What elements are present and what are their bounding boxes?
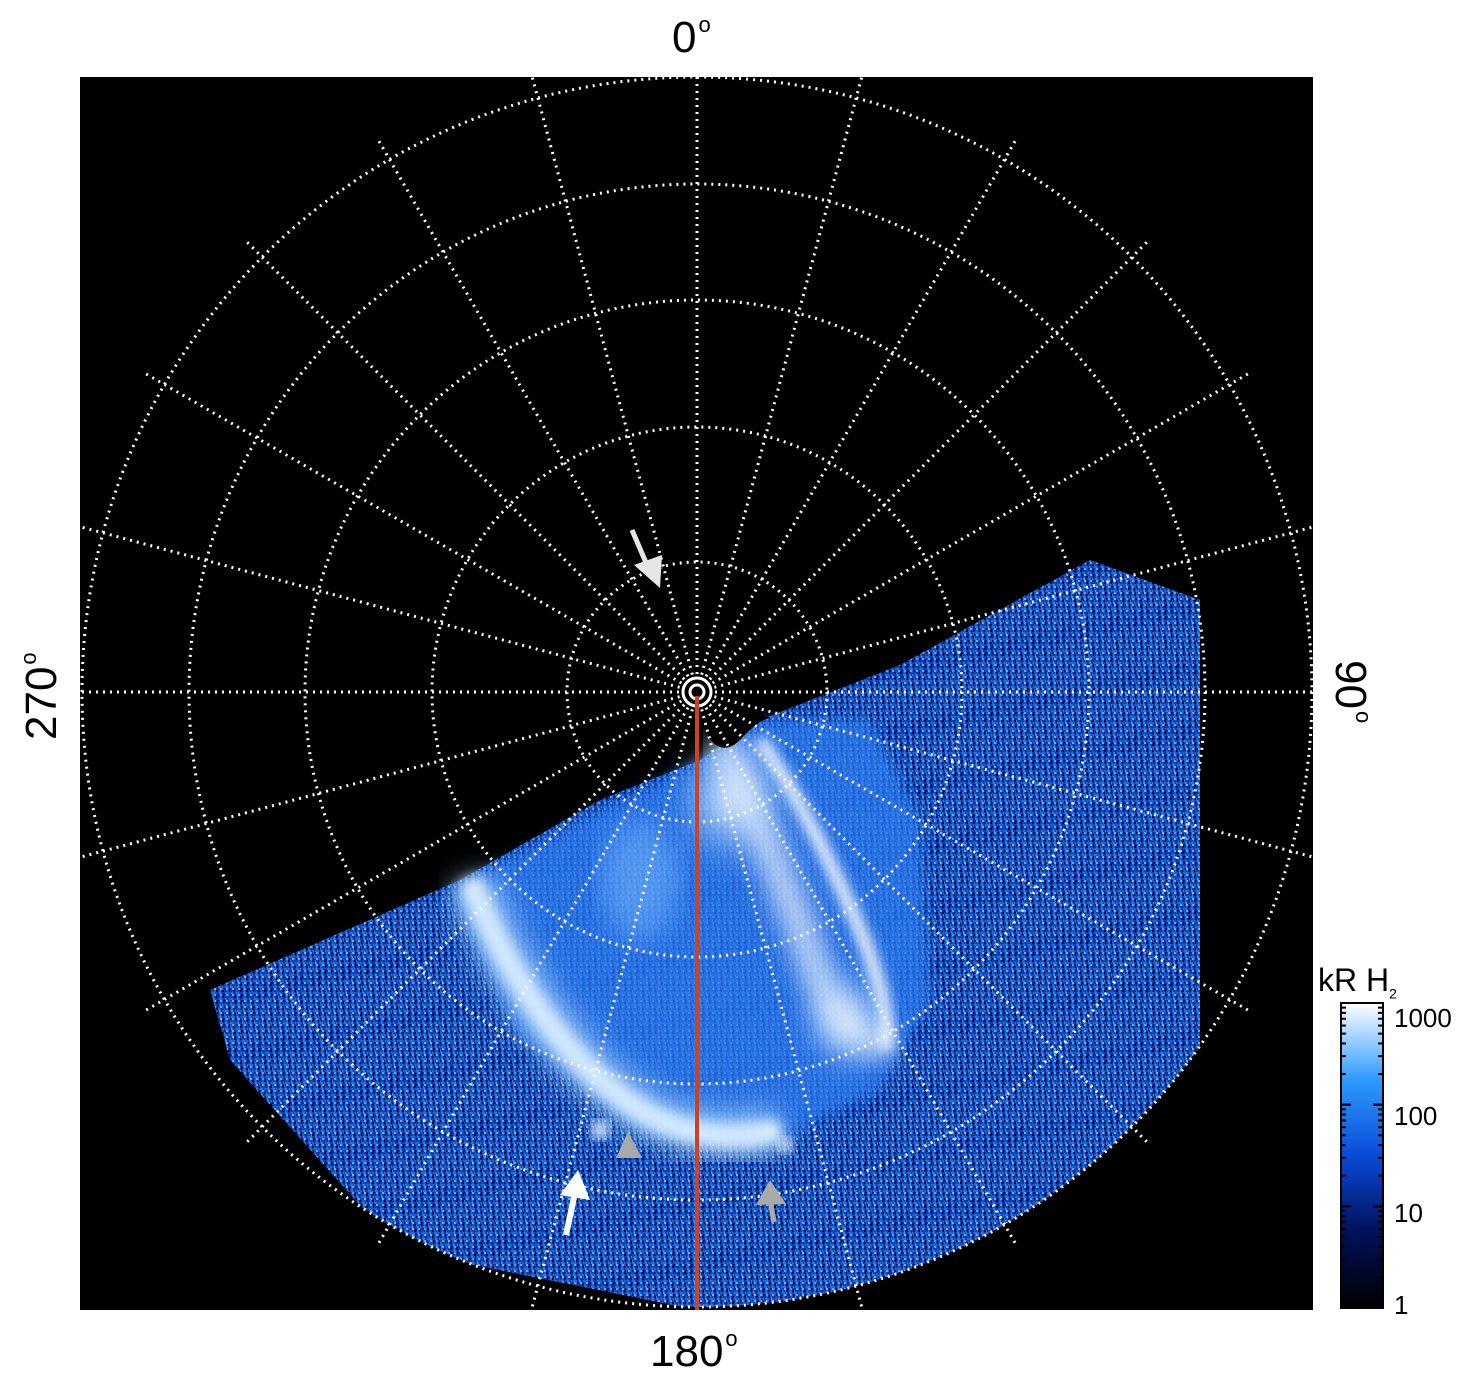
longitude-line (375, 136, 690, 678)
colorbar-tick-label: 1000 (1394, 1003, 1452, 1033)
arrow-gray-left (616, 1132, 642, 1158)
longitude-line (243, 238, 686, 681)
colorbar (1340, 1002, 1384, 1309)
longitude-line (700, 708, 865, 1310)
latitude-circle (303, 298, 1091, 1086)
auroral-emission-region (210, 560, 1200, 1307)
label-180-degrees: 180o (650, 1326, 738, 1376)
longitude-line (80, 525, 681, 689)
longitude-line (141, 370, 683, 685)
longitude-line (141, 699, 683, 1014)
longitude-line (708, 703, 1151, 1146)
longitude-line (713, 525, 1313, 689)
label-90-degrees: 90o (1326, 660, 1376, 724)
longitude-line (704, 136, 1019, 678)
arrow-white-top (629, 529, 662, 588)
longitude-line (711, 370, 1253, 685)
longitude-line (708, 238, 1151, 681)
longitude-line (529, 708, 694, 1310)
colorbar-tick-label: 10 (1394, 1198, 1423, 1228)
longitude-line (530, 77, 694, 676)
colorbar-tick-label: 100 (1394, 1101, 1438, 1131)
colorbar-tick-label: 1 (1394, 1290, 1409, 1320)
longitude-line (704, 706, 1019, 1248)
longitude-line (375, 706, 690, 1248)
longitude-line (713, 695, 1313, 859)
longitude-line (700, 77, 864, 676)
label-270-degrees: 270o (16, 652, 66, 740)
colorbar-ticks (1341, 1002, 1383, 1309)
colorbar-title: kR H2 (1318, 962, 1397, 1002)
arrow-gray-right (756, 1180, 786, 1223)
label-0-degrees: 0o (672, 12, 711, 62)
longitude-line (711, 699, 1253, 1014)
lat-lon-grid (80, 77, 1313, 1310)
longitude-line (243, 703, 686, 1146)
longitude-line (80, 695, 681, 859)
arrow-white-bottom (560, 1170, 590, 1236)
